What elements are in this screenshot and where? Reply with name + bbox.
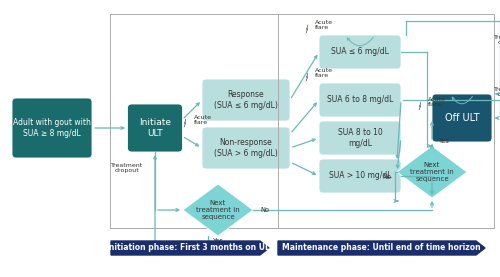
FancyBboxPatch shape (319, 35, 401, 69)
Text: No: No (260, 207, 270, 213)
Bar (110, 14, 494, 228)
Polygon shape (306, 25, 308, 33)
Polygon shape (183, 184, 253, 236)
FancyArrow shape (278, 241, 485, 255)
Text: Adult with gout with
SUA ≥ 8 mg/dL: Adult with gout with SUA ≥ 8 mg/dL (13, 118, 91, 138)
Polygon shape (306, 73, 308, 81)
Text: Initiate
ULT: Initiate ULT (139, 118, 171, 138)
Text: SUA 8 to 10
mg/dL: SUA 8 to 10 mg/dL (338, 128, 382, 148)
Text: Next
treatment in
sequence: Next treatment in sequence (410, 162, 454, 182)
Polygon shape (397, 146, 467, 198)
Text: Treatment
dropout: Treatment dropout (494, 35, 500, 45)
Text: Non-response
(SUA > 6 mg/dL): Non-response (SUA > 6 mg/dL) (214, 138, 278, 158)
Text: Yes: Yes (438, 138, 450, 144)
FancyBboxPatch shape (128, 104, 182, 152)
Text: Maintenance phase: Until end of time horizon: Maintenance phase: Until end of time hor… (282, 243, 481, 253)
Text: Treatment
dropout: Treatment dropout (111, 163, 143, 173)
Text: No: No (382, 174, 392, 180)
Text: SUA > 10 mg/dL: SUA > 10 mg/dL (329, 171, 391, 181)
FancyBboxPatch shape (319, 159, 401, 193)
FancyBboxPatch shape (432, 94, 492, 142)
Text: Treatment
dropout: Treatment dropout (494, 87, 500, 98)
Text: Response
(SUA ≤ 6 mg/dL): Response (SUA ≤ 6 mg/dL) (214, 90, 278, 110)
FancyBboxPatch shape (319, 121, 401, 155)
Text: SUA 6 to 8 mg/dL: SUA 6 to 8 mg/dL (327, 96, 393, 104)
Text: Yes: Yes (212, 238, 224, 244)
Polygon shape (184, 119, 186, 127)
FancyArrow shape (111, 241, 269, 255)
Text: Off ULT: Off ULT (444, 113, 480, 123)
FancyBboxPatch shape (12, 98, 92, 158)
FancyBboxPatch shape (202, 79, 290, 121)
FancyBboxPatch shape (319, 83, 401, 117)
FancyBboxPatch shape (202, 127, 290, 169)
Text: Acute
flare: Acute flare (315, 68, 333, 78)
Polygon shape (419, 102, 421, 110)
Text: SUA ≤ 6 mg/dL: SUA ≤ 6 mg/dL (331, 47, 389, 57)
Text: Initiation phase: First 3 months on ULT: Initiation phase: First 3 months on ULT (106, 243, 274, 253)
Text: Acute
flare: Acute flare (194, 115, 212, 125)
Text: Acute
flare: Acute flare (315, 20, 333, 30)
Text: Acute
flare: Acute flare (428, 97, 446, 107)
Text: Next
treatment in
sequence: Next treatment in sequence (196, 200, 240, 220)
